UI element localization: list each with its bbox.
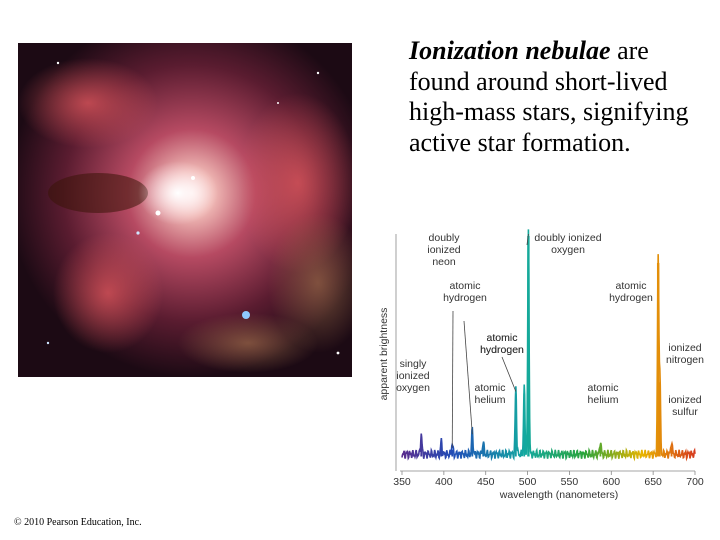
line-label: atomic <box>475 382 506 394</box>
x-ticks: 350 400 450 500 550 600 650 700 <box>393 471 704 488</box>
line-label: oxygen <box>551 244 585 256</box>
line-label: doubly <box>429 232 461 244</box>
x-tick-label: 400 <box>435 476 453 488</box>
x-tick-label: 600 <box>603 476 621 488</box>
line-label: sulfur <box>672 406 698 418</box>
label-pointer <box>451 310 454 448</box>
x-tick-label: 350 <box>393 476 411 488</box>
x-tick-label: 650 <box>644 476 662 488</box>
line-label: atomic <box>487 332 518 344</box>
x-tick-label: 550 <box>561 476 579 488</box>
x-axis-title: wavelength (nanometers) <box>499 489 618 501</box>
label-pointer <box>526 233 529 246</box>
label-pointer <box>501 356 517 392</box>
line-label: ionized <box>396 370 429 382</box>
x-tick-label: 700 <box>686 476 704 488</box>
y-axis-title: apparent brightness <box>378 308 390 401</box>
orion-nebula-photo <box>18 43 352 377</box>
line-labels: singlyionizedoxygendoublyionizedneonatom… <box>396 232 704 448</box>
line-label: atomic <box>487 332 518 344</box>
line-label: hydrogen <box>609 292 653 304</box>
spectrum-lines <box>401 229 696 462</box>
line-label: hydrogen <box>480 344 524 356</box>
line-label: helium <box>588 394 619 406</box>
nebula-image <box>18 43 352 377</box>
x-tick-label: 500 <box>519 476 537 488</box>
spectrum-trace <box>401 229 696 462</box>
line-label: hydrogen <box>443 292 487 304</box>
line-label: hydrogen <box>480 344 524 356</box>
caption-term: Ionization nebulae <box>409 36 611 65</box>
x-tick-label: 450 <box>477 476 495 488</box>
line-label: oxygen <box>396 382 430 394</box>
line-label: nitrogen <box>666 354 704 366</box>
line-label: ionized <box>668 342 701 354</box>
line-label: ionized <box>668 394 701 406</box>
line-label: atomic <box>588 382 619 394</box>
line-label: doubly ionized <box>534 232 601 244</box>
line-label: helium <box>475 394 506 406</box>
label-pointer <box>463 320 473 435</box>
line-label: atomic <box>450 280 481 292</box>
line-label: singly <box>400 358 428 370</box>
caption-rest: are found around short-lived high-mass s… <box>409 36 689 157</box>
line-label: atomic <box>616 280 647 292</box>
line-label: ionized <box>427 244 460 256</box>
copyright-notice: © 2010 Pearson Education, Inc. <box>14 517 142 528</box>
line-label: neon <box>432 256 456 268</box>
caption-text: Ionization nebulae are found around shor… <box>409 36 709 158</box>
emission-spectrum-chart: apparent brightness singlyionizedoxygend… <box>378 229 704 501</box>
